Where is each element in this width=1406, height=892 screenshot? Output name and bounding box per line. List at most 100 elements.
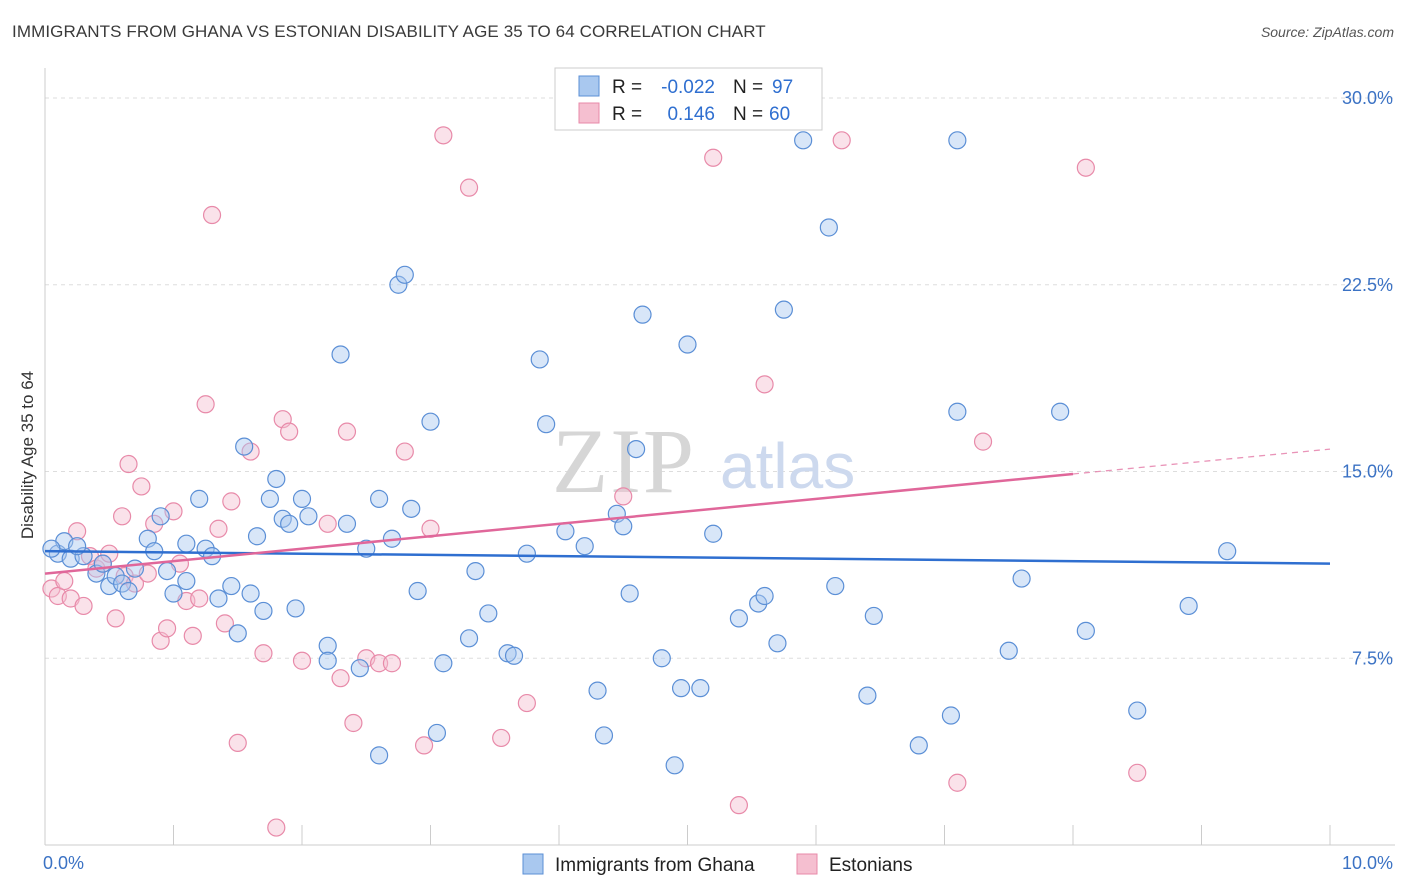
legend-r-value-estonians: 0.146 bbox=[667, 104, 715, 125]
ghana-point-79 bbox=[794, 131, 813, 150]
ghana-point-72 bbox=[691, 679, 710, 698]
estonians-point-47 bbox=[434, 126, 453, 145]
bottom-legend-swatch-estonians bbox=[796, 853, 818, 875]
source-label: Source: ZipAtlas.com bbox=[1260, 24, 1394, 40]
legend-r-label-estonians: R = bbox=[612, 104, 642, 125]
estonians-point-48 bbox=[459, 178, 479, 197]
estonians-point-55 bbox=[832, 131, 851, 150]
ghana-point-37 bbox=[331, 345, 350, 364]
ghana-point-51 bbox=[459, 629, 479, 648]
ghana-point-68 bbox=[652, 649, 671, 668]
estonians-point-50 bbox=[517, 693, 536, 713]
ghana-point-90 bbox=[1051, 402, 1070, 421]
ghana-point-71 bbox=[678, 335, 697, 354]
ghana-point-8 bbox=[112, 574, 132, 593]
ghana-point-60 bbox=[575, 537, 594, 556]
y-tick-labels: 7.5% 15.0% 22.5% 30.0% bbox=[1342, 88, 1393, 668]
ghana-point-66 bbox=[626, 439, 646, 459]
estonians-point-27 bbox=[209, 519, 228, 538]
ghana-trend-line bbox=[44, 549, 1331, 565]
ghana-point-67 bbox=[633, 305, 652, 324]
ghana-point-13 bbox=[151, 507, 170, 526]
ghana-point-17 bbox=[177, 571, 196, 591]
x-tick-label-min: 0.0% bbox=[43, 853, 84, 873]
ghana-point-26 bbox=[247, 527, 267, 546]
ghana-point-61 bbox=[588, 681, 607, 700]
ghana-point-28 bbox=[260, 489, 279, 508]
estonians-trend-line bbox=[44, 472, 1074, 575]
ghana-point-95 bbox=[42, 539, 61, 558]
estonians-point-14 bbox=[125, 574, 145, 593]
ghana-point-83 bbox=[864, 606, 883, 626]
ghana-point-62 bbox=[594, 726, 614, 745]
estonians-point-52 bbox=[704, 148, 723, 167]
estonians-point-32 bbox=[254, 644, 273, 663]
ghana-point-48 bbox=[421, 412, 440, 431]
ghana-point-46 bbox=[402, 499, 421, 518]
series-legend: Immigrants from Ghana Estonians bbox=[522, 853, 912, 876]
ghana-point-15 bbox=[164, 584, 183, 603]
estonians-point-11 bbox=[112, 507, 132, 526]
ghana-point-73 bbox=[704, 524, 723, 543]
ghana-point-45 bbox=[395, 265, 414, 284]
ghana-point-82 bbox=[858, 686, 877, 705]
estonians-point-26 bbox=[202, 205, 222, 225]
legend-swatch-estonians bbox=[578, 102, 600, 124]
ghana-point-27 bbox=[254, 601, 273, 621]
estonians-point-56 bbox=[948, 773, 967, 792]
ghana-point-85 bbox=[941, 706, 961, 725]
estonians-point-19 bbox=[157, 619, 177, 638]
legend-r-value-ghana: -0.022 bbox=[661, 77, 715, 98]
estonians-point-57 bbox=[973, 432, 993, 451]
gridlines bbox=[45, 97, 1395, 659]
correlation-legend: R = -0.022 N = 97 R = 0.146 N = 60 bbox=[554, 67, 823, 131]
estonians-points bbox=[42, 126, 1147, 837]
ghana-point-47 bbox=[408, 581, 427, 601]
ghana-point-21 bbox=[209, 589, 228, 608]
ghana-point-41 bbox=[370, 489, 389, 508]
chart-title: IMMIGRANTS FROM GHANA VS ESTONIAN DISABI… bbox=[12, 22, 766, 41]
estonians-point-58 bbox=[1076, 158, 1095, 177]
ghana-point-57 bbox=[530, 350, 549, 369]
ghana-point-29 bbox=[267, 469, 286, 489]
ghana-point-64 bbox=[614, 517, 633, 536]
ghana-point-25 bbox=[241, 584, 260, 603]
ghana-point-38 bbox=[337, 514, 357, 533]
ghana-point-35 bbox=[318, 636, 337, 655]
ghana-point-9 bbox=[119, 581, 138, 601]
ghana-point-76 bbox=[755, 586, 774, 606]
ghana-point-33 bbox=[292, 489, 312, 508]
ghana-point-75 bbox=[749, 594, 768, 613]
estonians-point-37 bbox=[318, 514, 337, 533]
estonians-point-13 bbox=[119, 454, 138, 474]
bottom-legend-label-ghana: Immigrants from Ghana bbox=[555, 855, 755, 876]
ghana-point-10 bbox=[125, 559, 145, 578]
ghana-point-88 bbox=[999, 641, 1018, 660]
ghana-point-69 bbox=[665, 756, 684, 775]
estonians-point-43 bbox=[382, 654, 402, 673]
ghana-point-91 bbox=[1076, 621, 1095, 640]
estonians-point-40 bbox=[344, 713, 363, 733]
estonians-point-28 bbox=[215, 614, 234, 633]
ghana-points bbox=[42, 131, 1237, 775]
trend-lines bbox=[44, 448, 1331, 575]
estonians-point-35 bbox=[280, 422, 299, 441]
legend-swatch-ghana bbox=[578, 75, 600, 97]
estonians-point-15 bbox=[132, 477, 151, 496]
ghana-point-32 bbox=[286, 599, 305, 618]
estonians-point-33 bbox=[267, 818, 286, 837]
ghana-point-65 bbox=[620, 584, 639, 603]
ghana-point-44 bbox=[389, 275, 408, 294]
ghana-point-55 bbox=[504, 646, 524, 665]
estonians-point-4 bbox=[68, 522, 87, 541]
estonians-point-42 bbox=[370, 654, 389, 673]
ghana-point-84 bbox=[909, 736, 928, 755]
ghana-point-87 bbox=[948, 402, 967, 421]
ghana-point-23 bbox=[228, 624, 247, 643]
ghana-point-86 bbox=[948, 131, 967, 150]
ghana-point-18 bbox=[190, 489, 209, 508]
y-tick-label-3: 30.0% bbox=[1342, 88, 1393, 108]
estonians-point-49 bbox=[492, 728, 511, 748]
watermark: ZIP atlas bbox=[552, 410, 855, 512]
watermark-atlas: atlas bbox=[720, 430, 855, 502]
